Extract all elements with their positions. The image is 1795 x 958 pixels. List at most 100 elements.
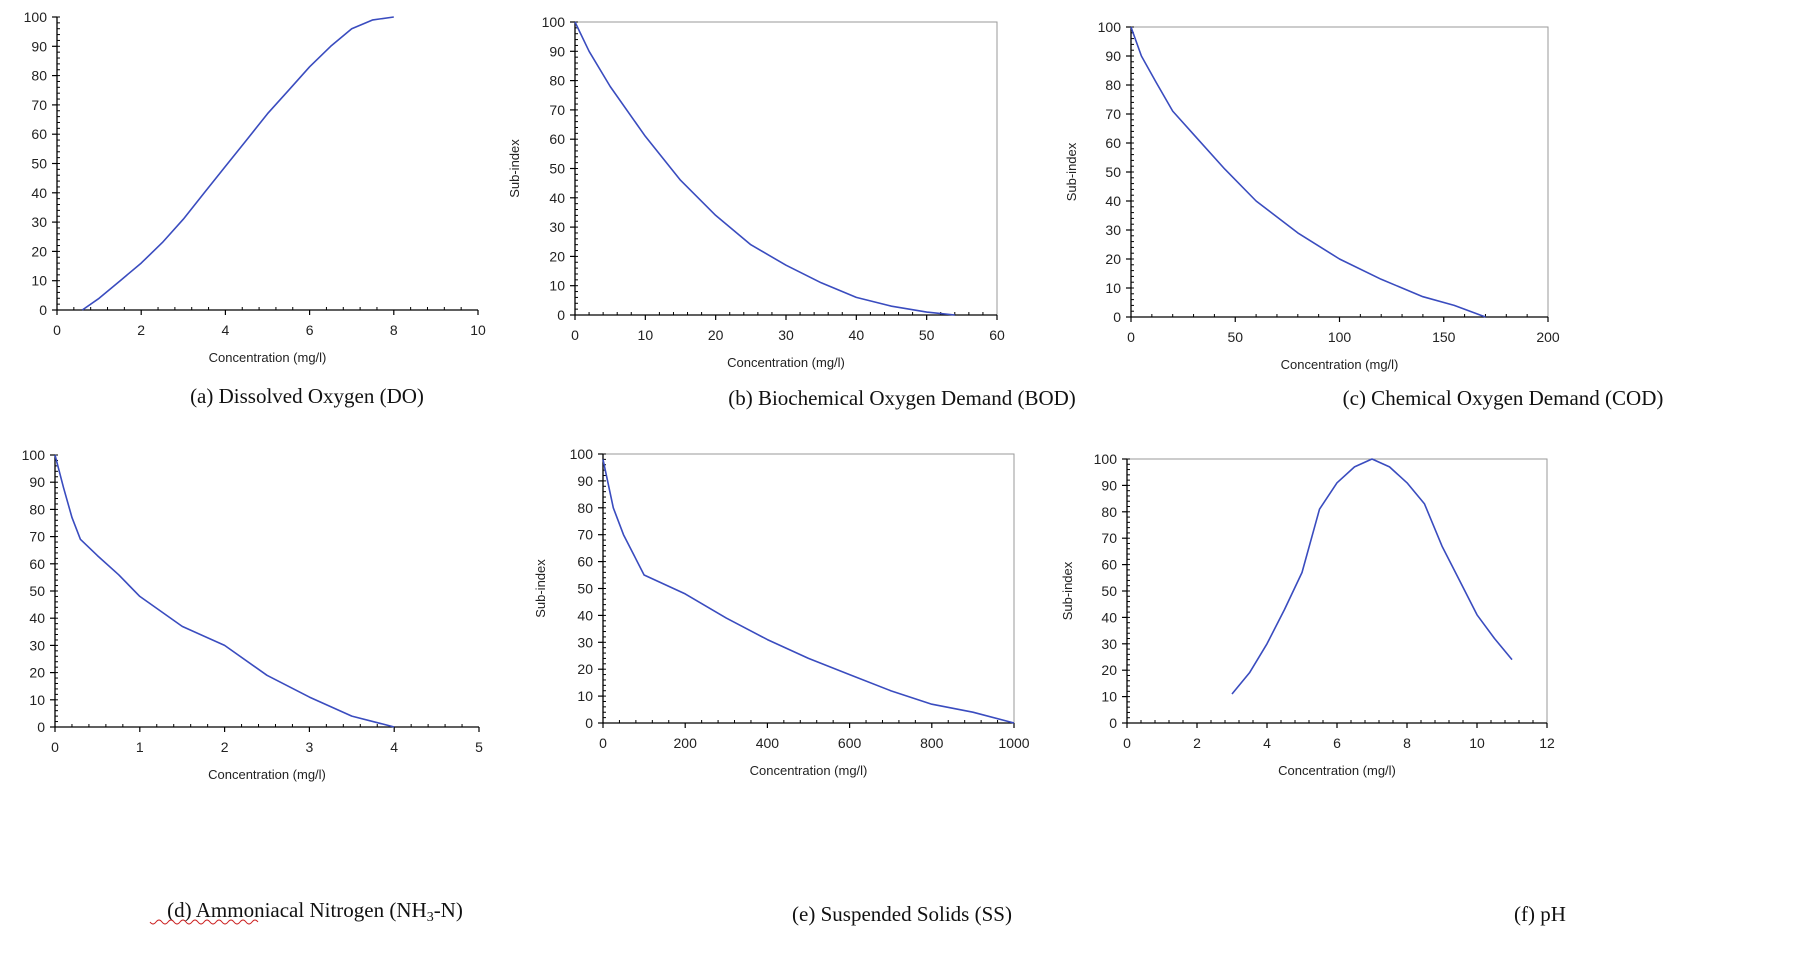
y-tick-label: 50 [1101,583,1117,599]
y-tick-label: 60 [29,556,45,572]
series-line [1130,26,1486,318]
y-tick-label: 40 [1101,609,1117,625]
y-tick-label: 90 [577,473,593,489]
y-tick-label: 40 [29,610,45,626]
y-tick-label: 100 [1094,451,1118,467]
x-axis-title: Concentration (mg/l) [727,355,845,370]
caption-f: (f) pH [1514,902,1566,926]
y-tick-label: 100 [542,14,566,30]
x-tick-label: 10 [638,327,654,343]
x-tick-label: 50 [1227,329,1243,345]
x-tick-label: 4 [390,739,398,755]
y-tick-label: 40 [549,190,565,206]
y-tick-label: 100 [1098,19,1122,35]
caption-a: (a) Dissolved Oxygen (DO) [190,384,424,408]
y-tick-label: 60 [31,126,47,142]
y-tick-label: 40 [31,185,47,201]
y-tick-label: 10 [577,688,593,704]
y-tick-label: 30 [577,634,593,650]
x-tick-label: 5 [475,739,483,755]
y-tick-label: 10 [29,692,45,708]
x-tick-label: 600 [838,735,862,751]
y-tick-label: 0 [1109,715,1117,731]
caption-d-mid: Nitrogen (NH [304,898,426,922]
chart-bod: 0 10 20 30 40 50 60 70 80 90 100 0 10 20 30 40 50 60 Conce… [507,14,1005,370]
x-tick-label: 40 [849,327,865,343]
y-tick-label: 70 [31,97,47,113]
y-tick-label: 90 [29,474,45,490]
x-tick-label: 200 [1536,329,1560,345]
x-tick-label: 0 [53,322,61,338]
y-tick-label: 60 [549,131,565,147]
x-tick-label: 1 [136,739,144,755]
spellcheck-underline [149,919,259,925]
y-tick-label: 20 [577,661,593,677]
y-tick-label: 70 [29,529,45,545]
x-tick-label: 0 [571,327,579,343]
y-tick-label: 0 [39,302,47,318]
series-line [1231,458,1513,695]
caption-d-suffix: -N) [434,898,463,922]
y-tick-label: 70 [549,102,565,118]
caption-e: (e) Suspended Solids (SS) [792,902,1012,926]
y-tick-label: 10 [549,278,565,294]
caption-d-word: Ammoniacal [196,898,305,922]
y-tick-label: 100 [24,9,48,25]
y-tick-label: 30 [29,637,45,653]
y-tick-label: 70 [1101,530,1117,546]
y-tick-label: 20 [29,665,45,681]
series-line [54,454,395,728]
y-tick-label: 80 [1101,504,1117,520]
y-axis-title: Sub-index [533,559,548,618]
x-axis-title: Concentration (mg/l) [750,763,868,778]
caption-d: (d) Ammoniacal Nitrogen (NH3-N) [167,898,463,925]
chart-ph: 0 10 20 30 40 50 60 70 80 90 100 0 2 4 6 8 10 12 Concentra… [1060,451,1555,778]
y-tick-label: 100 [22,447,46,463]
y-tick-label: 80 [31,68,47,84]
x-axis-title: Concentration (mg/l) [208,767,326,782]
x-tick-label: 30 [778,327,794,343]
x-tick-label: 50 [919,327,935,343]
caption-c: (c) Chemical Oxygen Demand (COD) [1343,386,1664,410]
y-tick-label: 0 [1113,309,1121,325]
y-tick-label: 50 [1105,164,1121,180]
y-tick-label: 10 [1101,689,1117,705]
y-tick-label: 20 [549,248,565,264]
y-axis-title: Sub-index [1060,561,1075,620]
x-tick-label: 2 [137,322,145,338]
x-tick-label: 8 [390,322,398,338]
x-tick-label: 400 [756,735,780,751]
x-tick-label: 100 [1328,329,1352,345]
y-tick-label: 90 [31,38,47,54]
x-tick-label: 800 [920,735,944,751]
y-tick-label: 50 [31,156,47,172]
y-axis-title: Sub-index [1064,142,1079,201]
caption-b: (b) Biochemical Oxygen Demand (BOD) [728,386,1076,410]
y-tick-label: 30 [31,214,47,230]
chart-cod: 0 10 20 30 40 50 60 70 80 90 100 0 50 100 150 200 Concen… [1064,19,1560,372]
y-tick-label: 40 [1105,193,1121,209]
y-tick-label: 80 [1105,77,1121,93]
y-tick-label: 10 [31,273,47,289]
chart-do: 0 10 20 30 40 50 60 70 80 90 100 0 2 4 6 8 10 Concentrati… [24,9,486,365]
x-tick-label: 0 [51,739,59,755]
y-tick-label: 80 [29,501,45,517]
x-tick-label: 4 [222,322,230,338]
y-tick-label: 0 [585,715,593,731]
y-tick-label: 50 [29,583,45,599]
y-tick-label: 50 [549,161,565,177]
y-tick-label: 30 [549,219,565,235]
y-tick-label: 20 [1105,251,1121,267]
y-tick-label: 60 [577,554,593,570]
y-tick-label: 100 [570,446,594,462]
x-tick-label: 12 [1539,735,1555,751]
caption-d-prefix: (d) [167,898,196,922]
x-tick-label: 20 [708,327,724,343]
y-tick-label: 90 [549,43,565,59]
y-tick-label: 20 [1101,662,1117,678]
caption-d-subscript: 3 [427,910,434,925]
x-tick-label: 2 [1193,735,1201,751]
x-tick-label: 10 [470,322,486,338]
